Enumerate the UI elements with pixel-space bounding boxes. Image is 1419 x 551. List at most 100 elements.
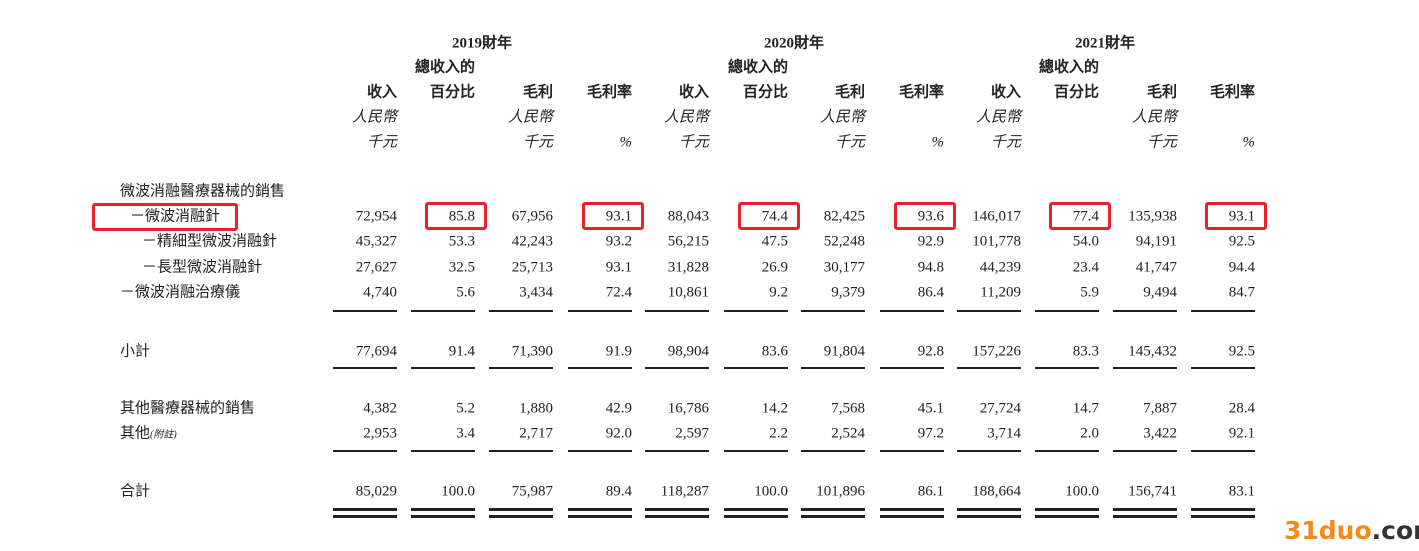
cell-value: 92.8 (917, 343, 944, 360)
cell-value: 47.5 (761, 233, 788, 250)
cell-value: 27,724 (979, 400, 1021, 417)
underline (724, 367, 788, 369)
cell-value: 9,379 (831, 284, 865, 301)
cell-value: 91.9 (605, 343, 632, 360)
column-title: 總收入的 (1038, 59, 1099, 76)
double-underline (957, 515, 1021, 518)
double-underline (724, 515, 788, 518)
column-title: 毛利 (834, 84, 865, 101)
cell-value: 93.6 (917, 208, 944, 225)
cell-value: 54.0 (1072, 233, 1099, 250)
double-underline (568, 508, 632, 511)
cell-value: 9.2 (769, 284, 788, 301)
row-note: (附註) (150, 429, 177, 441)
underline (1035, 310, 1099, 312)
cell-value: 31,828 (667, 259, 709, 276)
row-label: 小計 (120, 343, 151, 360)
column-title: 毛利 (522, 84, 553, 101)
column-unit: 千元 (834, 134, 865, 151)
cell-value: 3,434 (519, 284, 553, 301)
cell-value: 44,239 (979, 259, 1021, 276)
cell-value: 27,627 (355, 259, 397, 276)
column-title: 毛利率 (898, 84, 944, 101)
highlight-box (1205, 202, 1267, 230)
cell-value: 157,226 (972, 343, 1021, 360)
underline (489, 310, 553, 312)
cell-value: 2,597 (675, 425, 709, 442)
column-title: 百分比 (1053, 84, 1099, 101)
column-unit: % (1242, 134, 1256, 151)
cell-value: 52,248 (823, 233, 865, 250)
cell-value: 92.1 (1228, 425, 1255, 442)
column-title: 總收入的 (414, 59, 475, 76)
cell-value: 93.1 (605, 208, 632, 225)
row-label: 合計 (120, 483, 151, 500)
watermark: 31duo.com (1284, 516, 1419, 545)
cell-value: 42,243 (511, 233, 553, 250)
cell-value: 14.2 (761, 400, 788, 417)
cell-value: 41,747 (1135, 259, 1177, 276)
column-title: 收入 (678, 84, 709, 101)
cell-value: 100.0 (441, 483, 475, 500)
double-underline (957, 508, 1021, 511)
double-underline (411, 508, 475, 511)
underline (957, 367, 1021, 369)
cell-value: 100.0 (754, 483, 788, 500)
cell-value: 45,327 (355, 233, 397, 250)
double-underline (645, 515, 709, 518)
cell-value: 91,804 (823, 343, 865, 360)
cell-value: 84.7 (1228, 284, 1255, 301)
watermark-rest: .com (1371, 516, 1419, 545)
cell-value: 16,786 (667, 400, 709, 417)
cell-value: 23.4 (1072, 259, 1099, 276)
cell-value: 100.0 (1065, 483, 1099, 500)
underline (333, 367, 397, 369)
cell-value: 93.1 (605, 259, 632, 276)
cell-value: 3.4 (456, 425, 475, 442)
double-underline (333, 515, 397, 518)
cell-value: 7,887 (1143, 400, 1177, 417)
cell-value: 92.5 (1228, 343, 1255, 360)
cell-value: 56,215 (667, 233, 709, 250)
cell-value: 83.6 (761, 343, 788, 360)
underline (489, 450, 553, 452)
cell-value: 94.8 (917, 259, 944, 276)
column-unit: % (619, 134, 633, 151)
highlight-box (92, 203, 238, 231)
cell-value: 28.4 (1228, 400, 1255, 417)
cell-value: 2,953 (363, 425, 397, 442)
underline (880, 450, 944, 452)
cell-value: 74.4 (761, 208, 788, 225)
column-unit: 千元 (678, 134, 709, 151)
cell-value: 72.4 (605, 284, 632, 301)
underline (568, 450, 632, 452)
highlight-box (582, 202, 644, 230)
cell-value: 85,029 (355, 483, 397, 500)
double-underline (645, 508, 709, 511)
column-title: 百分比 (742, 84, 788, 101)
double-underline (724, 508, 788, 511)
double-underline (1035, 508, 1099, 511)
underline (333, 450, 397, 452)
row-label: 其他醫療器械的銷售 (120, 400, 256, 417)
cell-value: 83.1 (1228, 483, 1255, 500)
column-title: 收入 (990, 84, 1021, 101)
cell-value: 92.9 (917, 233, 944, 250)
row-label: －微波消融治療儀 (120, 284, 241, 301)
underline (568, 310, 632, 312)
double-underline (1113, 515, 1177, 518)
cell-value: 42.9 (605, 400, 632, 417)
double-underline (1113, 508, 1177, 511)
year-header: 2021財年 (1074, 35, 1136, 52)
cell-value: 75,987 (511, 483, 553, 500)
cell-value: 1,880 (519, 400, 553, 417)
column-unit: 人民幣 (507, 109, 553, 126)
cell-value: 5.2 (456, 400, 475, 417)
underline (880, 367, 944, 369)
underline (801, 450, 865, 452)
row-label: 其他(附註) (120, 425, 177, 442)
cell-value: 45.1 (917, 400, 944, 417)
cell-value: 88,043 (667, 208, 709, 225)
row-label: 微波消融醫療器械的銷售 (120, 183, 286, 200)
underline (645, 310, 709, 312)
